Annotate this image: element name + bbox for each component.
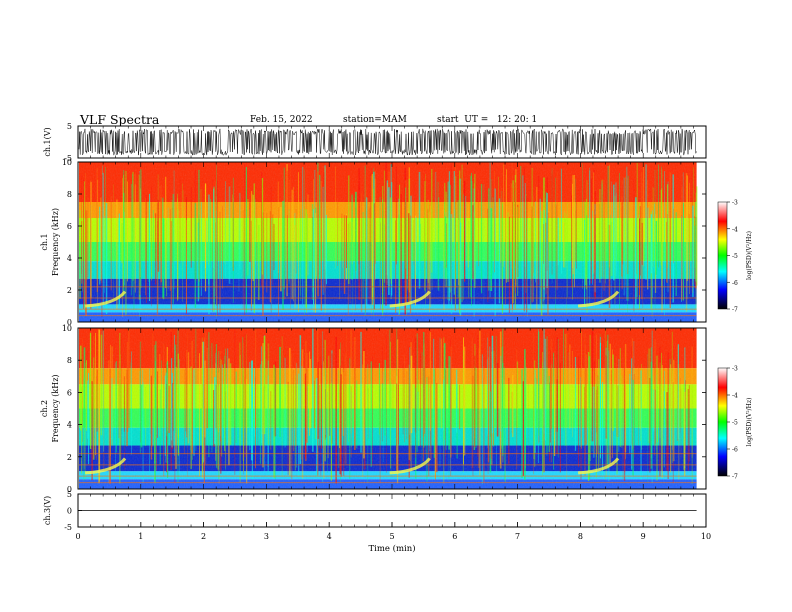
ch2-spectrogram-ylabel-freq: Frequency (kHz) xyxy=(51,374,60,442)
ch2-spectrogram-image xyxy=(79,328,697,489)
ch2-spectrogram-cb-tick-label: -6 xyxy=(732,447,738,454)
x-axis-label: Time (min) xyxy=(368,543,415,554)
ch1-spectrogram-cb-tick-label: -7 xyxy=(732,307,738,314)
ch1-spectrogram-cb-tick-label: -3 xyxy=(732,200,738,207)
ch2-spectrogram-ytick-label: 8 xyxy=(67,356,72,365)
ch2-spectrogram-cb-tick-label: -5 xyxy=(732,420,738,427)
ch2-spectrogram-grain xyxy=(79,328,697,489)
ch2-spectrogram-ytick-label: 0 xyxy=(67,485,72,494)
x-tick-label: 5 xyxy=(389,532,394,541)
ch1-spectrogram-ylabel-ch: ch.1 xyxy=(40,233,49,250)
ch1-ylabel: ch.1(V) xyxy=(43,127,52,156)
ch1-spectrogram-cb-tick-label: -5 xyxy=(732,253,738,260)
ch2-spectrogram-ylabel-ch: ch.2 xyxy=(40,400,49,417)
ch1-spectrogram-ytick-label: 10 xyxy=(62,158,72,167)
ch1-spectrogram-image xyxy=(79,162,698,322)
chart-title: VLF Spectra xyxy=(80,112,160,127)
ch2-spectrogram-cb-label: log(PSD)(V²/Hz) xyxy=(746,398,753,447)
ch1-ytick-label: -5 xyxy=(64,154,72,163)
x-tick-label: 2 xyxy=(201,532,206,541)
ch1-spectrogram-ytick-label: 6 xyxy=(67,222,72,231)
ch1-waveform-trace xyxy=(78,128,697,156)
ch1-spectrogram-ytick-label: 8 xyxy=(67,190,72,199)
ch2-spectrogram-cb-tick-label: -3 xyxy=(732,366,738,373)
ch2-spectrogram-cb-tick-label: -4 xyxy=(732,393,738,400)
x-tick-label: 6 xyxy=(452,532,457,541)
x-tick-label: 10 xyxy=(701,532,711,541)
ch1-spectrogram-cb-tick-label: -6 xyxy=(732,280,738,287)
x-tick-label: 8 xyxy=(578,532,583,541)
ch2-spectrogram-colorbar xyxy=(717,367,728,477)
ch3-ylabel: ch.3(V) xyxy=(43,496,52,525)
x-tick-label: 3 xyxy=(264,532,269,541)
x-tick-label: 4 xyxy=(327,532,332,541)
ch2-spectrogram-cb-tick-label: -7 xyxy=(732,474,738,481)
ch1-spectrogram-ylabel-freq: Frequency (kHz) xyxy=(51,208,60,276)
ch2-spectrogram-ytick-label: 10 xyxy=(62,324,72,333)
ch2-spectrogram-ytick-label: 2 xyxy=(67,453,72,462)
ch3-ytick-label: -5 xyxy=(64,523,72,532)
ch2-spectrogram-ytick-label: 6 xyxy=(67,388,72,397)
station-label: station=MAM xyxy=(343,115,407,125)
ch2-spectrogram-ytick-label: 4 xyxy=(67,421,72,430)
x-tick-label: 7 xyxy=(515,532,520,541)
ch1-spectrogram-ytick-label: 2 xyxy=(67,286,72,295)
x-tick-label: 0 xyxy=(75,532,80,541)
ch3-ytick-label: 0 xyxy=(67,507,72,516)
ch1-ytick-label: 5 xyxy=(67,122,72,131)
ch1-spectrogram-streak xyxy=(696,186,698,286)
ch1-spectrogram-ytick-label: 4 xyxy=(67,254,72,263)
ch1-spectrogram-cb-label: log(PSD)(V²/Hz) xyxy=(746,231,753,280)
ch3-ytick-label: 5 xyxy=(67,490,72,499)
start-time-label: start UT = 12: 20: 1 xyxy=(437,115,538,125)
ch1-spectrogram-grain xyxy=(79,162,697,322)
ch1-spectrogram-cb-tick-label: -4 xyxy=(732,226,738,233)
x-tick-label: 9 xyxy=(641,532,646,541)
ch1-spectrogram-ytick-label: 0 xyxy=(67,318,72,327)
x-tick-label: 1 xyxy=(138,532,143,541)
date-label: Feb. 15, 2022 xyxy=(250,115,313,125)
ch1-spectrogram-colorbar xyxy=(717,201,728,310)
